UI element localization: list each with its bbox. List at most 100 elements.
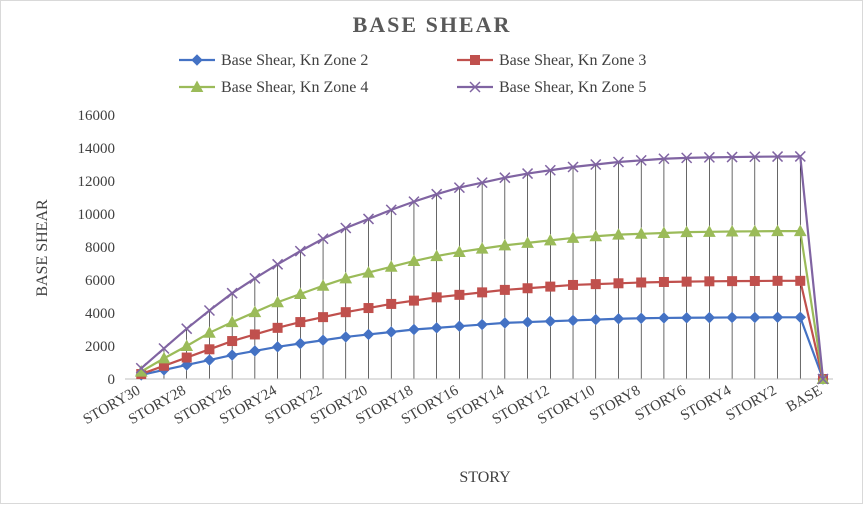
data-point — [522, 283, 533, 294]
data-point — [475, 242, 489, 254]
data-point — [612, 313, 625, 325]
data-point — [249, 272, 261, 284]
legend-label: Base Shear, Kn Zone 4 — [221, 79, 368, 96]
marker-stroke — [181, 323, 193, 335]
marker-stroke — [431, 188, 443, 200]
marker-stroke — [749, 151, 761, 163]
data-point — [272, 322, 283, 333]
legend: Base Shear, Kn Zone 2 Base Shear, Kn Zone… — [179, 52, 646, 96]
data-point — [340, 307, 351, 318]
data-point — [703, 151, 715, 163]
data-point — [203, 304, 215, 317]
data-point — [794, 311, 806, 323]
data-point — [726, 311, 738, 324]
data-point — [408, 295, 419, 306]
data-point — [317, 233, 329, 245]
legend-label: Base Shear, Kn Zone 5 — [499, 79, 646, 96]
data-point — [680, 225, 693, 238]
data-point — [590, 279, 601, 290]
y-tick-label: 10000 — [78, 207, 116, 223]
data-point — [453, 245, 466, 257]
data-point — [772, 275, 783, 286]
data-point — [589, 229, 603, 242]
data-point — [294, 245, 306, 257]
data-point — [772, 151, 784, 163]
data-point — [545, 281, 556, 292]
marker-stroke — [385, 204, 397, 216]
data-point — [680, 312, 693, 324]
data-point — [727, 276, 738, 287]
marker-stroke — [726, 151, 738, 163]
data-point — [408, 196, 420, 208]
data-point — [612, 156, 625, 168]
data-point — [749, 151, 761, 163]
y-tick-label: 8000 — [85, 240, 115, 256]
marker-stroke — [794, 150, 806, 162]
y-tick-label: 0 — [108, 372, 116, 388]
x-tick-label: BASE — [784, 383, 825, 416]
legend-marker — [469, 81, 481, 93]
data-point — [340, 331, 352, 343]
data-point — [590, 158, 602, 171]
data-point — [180, 339, 194, 351]
data-point — [181, 323, 193, 335]
x-tick-label: STORY2 — [723, 383, 779, 425]
series-layer — [134, 150, 830, 385]
data-point — [203, 354, 216, 366]
data-point — [522, 168, 534, 180]
data-point — [317, 334, 329, 346]
data-point — [157, 351, 171, 364]
data-point — [225, 315, 239, 328]
data-point — [499, 172, 511, 184]
legend-label: Base Shear, Kn Zone 2 — [221, 52, 368, 69]
data-point — [408, 323, 420, 336]
legend-marker — [190, 80, 204, 92]
x-tick-label: STORY8 — [587, 383, 643, 425]
data-point — [795, 275, 806, 286]
marker-stroke — [612, 156, 625, 168]
marker-stroke — [590, 158, 602, 171]
marker-stroke — [362, 213, 375, 225]
data-point — [817, 373, 829, 385]
x-tick-label: STORY6 — [633, 382, 690, 424]
data-point — [703, 225, 716, 237]
data-point — [681, 276, 692, 287]
data-point — [158, 342, 170, 355]
marker-stroke — [476, 177, 488, 189]
data-point — [568, 279, 579, 290]
data-point — [657, 226, 671, 238]
data-point — [499, 317, 511, 329]
data-point — [748, 224, 762, 237]
data-point — [613, 278, 624, 289]
data-point — [339, 271, 353, 284]
data-point — [362, 213, 375, 225]
marker-stroke — [817, 373, 829, 385]
data-point — [498, 238, 512, 251]
data-point — [430, 249, 444, 262]
data-point — [249, 329, 260, 340]
data-point — [318, 312, 329, 323]
y-tick-label: 12000 — [78, 174, 116, 190]
data-point — [249, 345, 261, 357]
data-point — [384, 260, 398, 272]
data-point — [543, 233, 557, 246]
marker-stroke — [522, 168, 534, 180]
data-point — [226, 287, 238, 299]
data-point — [521, 316, 534, 328]
marker-stroke — [158, 342, 170, 355]
data-point — [385, 204, 397, 216]
marker-stroke — [203, 304, 215, 317]
data-point — [340, 222, 352, 234]
data-point — [590, 313, 602, 326]
data-point — [454, 289, 465, 300]
data-point — [386, 298, 397, 309]
marker-stroke — [772, 151, 784, 163]
data-point — [636, 277, 647, 288]
data-point — [248, 305, 262, 318]
data-point — [385, 326, 397, 338]
y-axis-title: BASE SHEAR — [34, 199, 51, 297]
y-tick-label: 14000 — [78, 141, 116, 157]
marker-stroke — [272, 258, 284, 270]
data-point — [316, 279, 330, 291]
